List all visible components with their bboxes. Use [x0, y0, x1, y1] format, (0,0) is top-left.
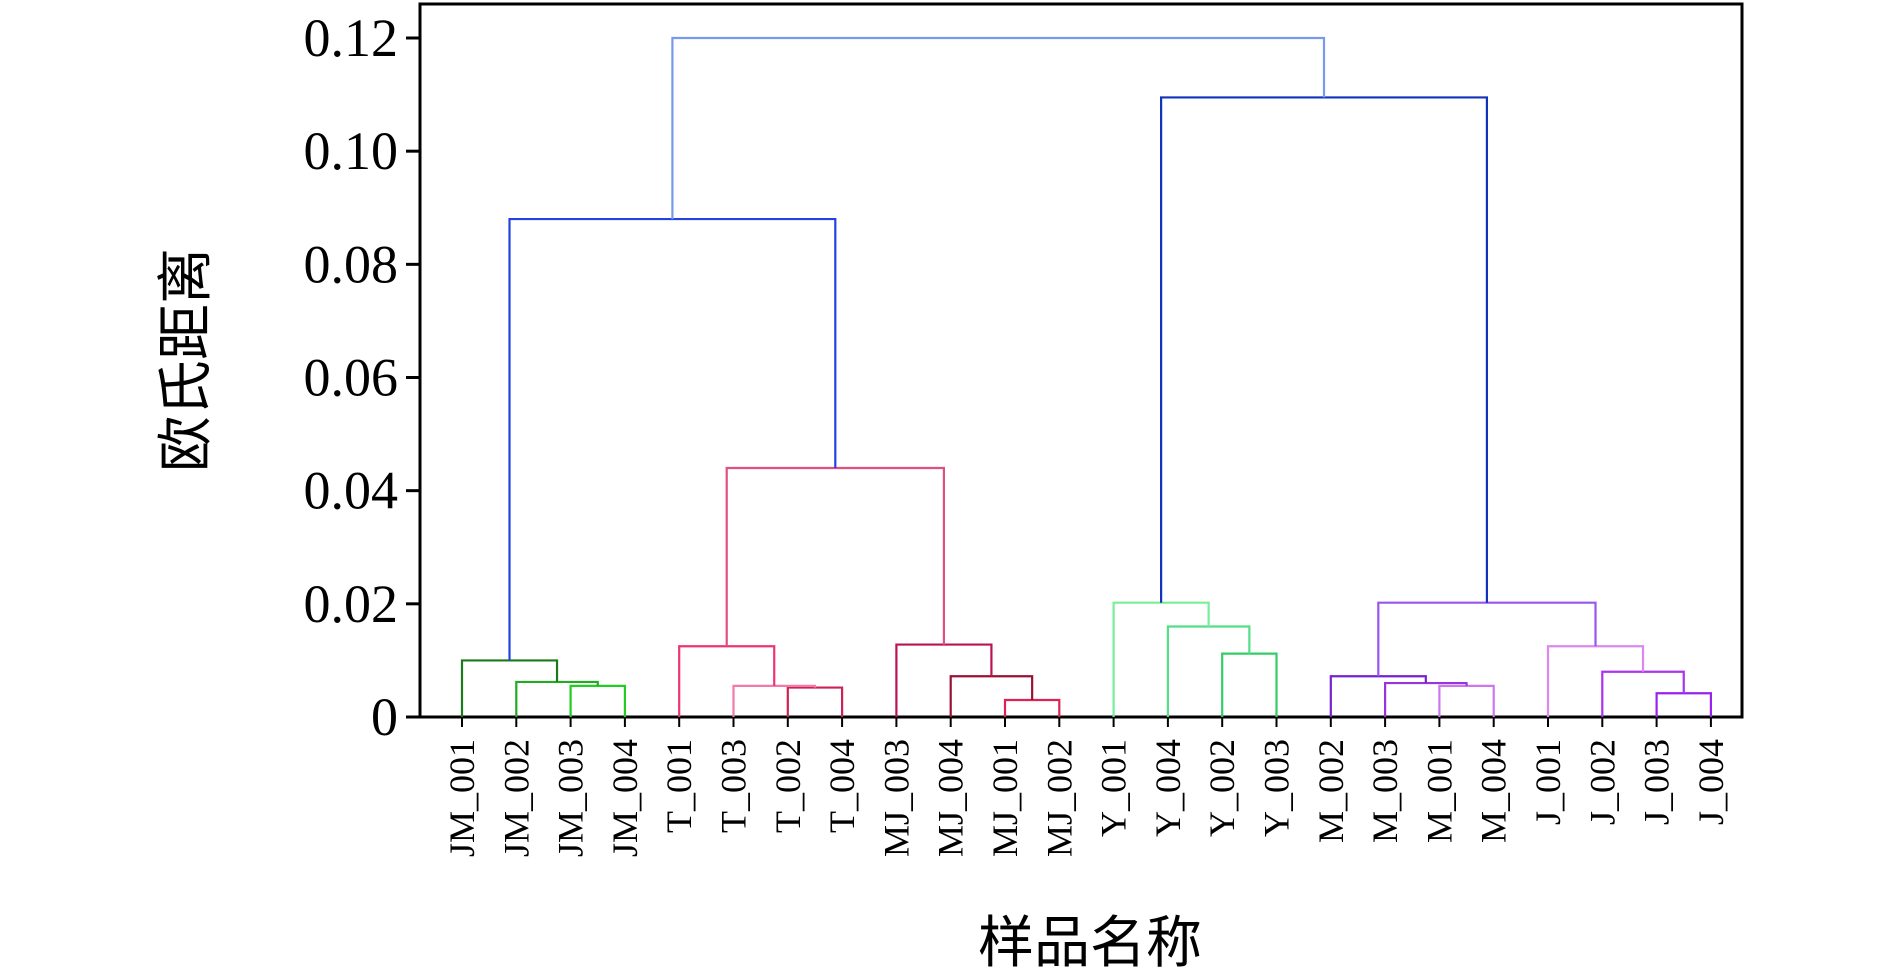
leaf-label: T_001 [659, 739, 699, 833]
leaf-label: Y_004 [1148, 739, 1188, 837]
dendrogram-link [515, 680, 599, 717]
x-axis-title: 样品名称 [978, 911, 1202, 973]
dendrogram-link [1546, 645, 1645, 717]
x-axis-labels: JM_001 JM_002 JM_003 JM_004 T_001 T_003 T_002 T… [442, 717, 1731, 857]
dendrogram-links [460, 36, 1712, 717]
dendrogram-link [786, 686, 844, 717]
dendrogram-link [725, 466, 946, 647]
leaf-label: Y_003 [1257, 739, 1297, 837]
leaf-label: M_001 [1419, 739, 1459, 843]
dendrogram-link [1003, 698, 1061, 717]
y-tick-label: 0 [371, 687, 398, 747]
dendrogram-link [1160, 96, 1489, 603]
leaf-label: T_003 [714, 739, 754, 833]
dendrogram-link [1655, 692, 1712, 717]
dendrogram-link [460, 659, 559, 717]
leaf-label: M_002 [1311, 739, 1351, 843]
y-axis-title: 欧氏距离 [154, 248, 219, 472]
leaf-label: MJ_003 [876, 739, 916, 857]
y-tick-label: 0.12 [304, 8, 399, 68]
leaf-label: Y_001 [1094, 739, 1134, 837]
leaf-label: J_001 [1528, 739, 1568, 825]
dendrogram-link [1438, 684, 1495, 717]
y-tick-label: 0.10 [304, 121, 399, 181]
dendrogram-link [1166, 625, 1251, 717]
dendrogram-link [671, 36, 1326, 220]
dendrogram-link [1221, 652, 1278, 717]
dendrogram-link [508, 217, 837, 661]
dendrogram-link [1112, 601, 1210, 717]
leaf-label: MJ_004 [931, 739, 971, 857]
leaf-label: M_004 [1474, 739, 1514, 843]
leaf-label: J_003 [1637, 739, 1677, 825]
dendrogram-link [678, 645, 776, 717]
leaf-label: MJ_001 [985, 739, 1025, 857]
leaf-label: T_004 [822, 739, 862, 833]
leaf-label: JM_002 [496, 739, 536, 857]
dendrogram-link [732, 684, 817, 717]
leaf-label: JM_003 [551, 739, 591, 857]
y-tick-label: 0.08 [304, 234, 399, 294]
leaf-label: JM_004 [605, 739, 645, 857]
leaf-label: T_002 [768, 739, 808, 833]
leaf-label: M_003 [1365, 739, 1405, 843]
leaf-label: JM_001 [442, 739, 482, 857]
plot-frame [418, 2, 1744, 719]
dendrogram-link [1601, 670, 1685, 717]
y-tick-label: 0.04 [304, 461, 399, 521]
dendrogram-link [1377, 601, 1597, 677]
leaf-label: J_004 [1691, 739, 1731, 825]
dendrogram-link [895, 643, 993, 717]
leaf-label: Y_002 [1202, 739, 1242, 837]
leaf-label: J_002 [1582, 739, 1622, 825]
dendrogram-link [949, 675, 1034, 717]
leaf-label: MJ_002 [1039, 739, 1079, 857]
y-tick-label: 0.02 [304, 574, 399, 634]
y-tick-label: 0.06 [304, 348, 399, 408]
dendrogram-link [569, 684, 626, 717]
dendrogram-link [1384, 681, 1468, 717]
y-axis: 0 0.02 0.04 0.06 0.08 0.10 0.12 [304, 8, 420, 747]
